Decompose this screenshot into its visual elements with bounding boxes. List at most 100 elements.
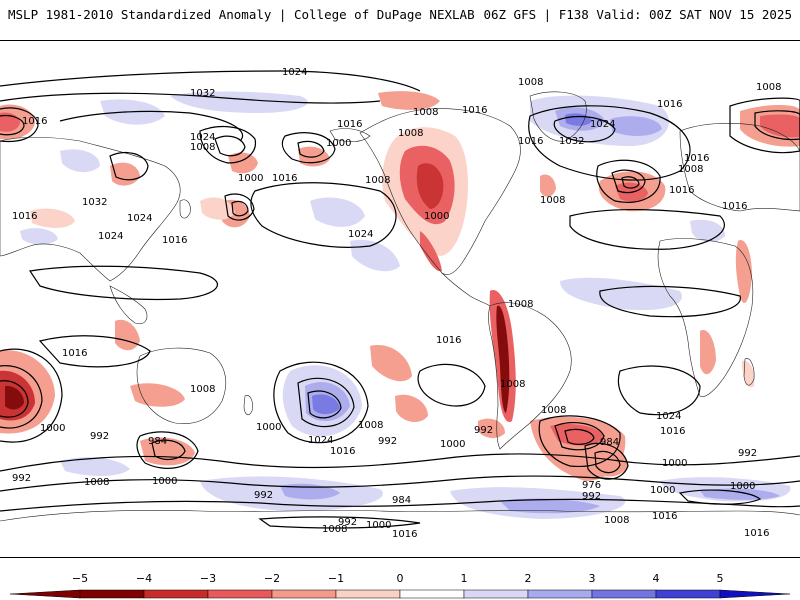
colorbar-swatch <box>399 589 465 599</box>
anomaly-neg-asia-3 <box>30 208 75 228</box>
colorbar-svg <box>9 589 791 599</box>
isobar-label: 1024 <box>590 119 615 130</box>
isobar-label: 1016 <box>669 185 694 196</box>
anomaly-neg-sw-indian-inner <box>5 385 24 410</box>
isobar <box>0 453 800 472</box>
colorbar-swatch <box>591 589 657 599</box>
isobar-label: 1032 <box>82 197 107 208</box>
colorbar-tick: 0 <box>396 572 404 585</box>
colorbar-swatch <box>79 589 145 599</box>
isobar <box>250 182 397 248</box>
colorbar-tick: 3 <box>588 572 596 585</box>
isobar <box>136 431 199 469</box>
isobar <box>0 498 800 512</box>
anomaly-pos-s-pacific-high-inner <box>312 394 340 415</box>
isobar <box>151 439 186 461</box>
isobar <box>109 152 149 181</box>
isobar <box>0 92 381 104</box>
isobar-label: 1008 <box>413 107 438 118</box>
isobar-label: 992 <box>90 431 109 442</box>
isobar <box>754 110 800 141</box>
coast-asia <box>0 136 181 282</box>
isobar-label: 992 <box>474 425 493 436</box>
isobar <box>0 348 63 443</box>
coast-alaska <box>329 128 371 142</box>
isobar-label: 1008 <box>358 420 383 431</box>
anomaly-neg-npac-1 <box>228 152 258 174</box>
coast-japan <box>179 199 191 219</box>
anomaly-shading <box>0 91 800 519</box>
isobar-label: 1008 <box>398 128 423 139</box>
isobar <box>28 265 219 301</box>
colorbar-swatch <box>207 589 273 599</box>
anomaly-pos-antarctic-6 <box>700 488 780 500</box>
colorbar-tick: −3 <box>199 572 217 585</box>
isobar-label: 1008 <box>540 195 565 206</box>
anomaly-neg-npac-3 <box>378 91 440 110</box>
isobar-label: 1016 <box>660 426 685 437</box>
isobar <box>0 107 39 143</box>
isobar-label: 1000 <box>256 422 281 433</box>
colorbar-tick: 5 <box>716 572 724 585</box>
isobar <box>596 159 661 203</box>
anomaly-neg-california <box>420 231 442 272</box>
header: MSLP 1981-2010 Standardized Anomaly | Co… <box>0 0 800 30</box>
isobar <box>599 285 741 318</box>
isobar <box>0 380 29 418</box>
isobar <box>224 193 255 221</box>
isobar-label: 1000 <box>326 138 351 149</box>
isobar <box>297 377 355 428</box>
isobar <box>214 135 246 157</box>
isobar-label: 1008 <box>678 164 703 175</box>
anomaly-neg-s-indian-3 <box>130 383 185 407</box>
colorbar-swatch <box>335 589 401 599</box>
isobar <box>231 200 249 217</box>
isobar-label: 1008 <box>756 82 781 93</box>
isobar-label: 1008 <box>604 515 629 526</box>
isobar-label: 1032 <box>559 136 584 147</box>
isobar-label: 1008 <box>500 379 525 390</box>
isobar-label: 1000 <box>650 485 675 496</box>
colorbar-tick: −2 <box>263 572 281 585</box>
isobar-label: 1000 <box>730 481 755 492</box>
anomaly-neg-s-atlantic-core <box>550 424 605 446</box>
anomaly-neg-s-pacific <box>370 345 412 382</box>
isobar-label: 1000 <box>424 211 449 222</box>
isobar <box>569 208 725 250</box>
isobar-label: 1024 <box>348 229 373 240</box>
colorbar-tick: −5 <box>71 572 89 585</box>
isobar-label: 1016 <box>12 211 37 222</box>
isobar <box>678 489 762 505</box>
anomaly-neg-arctic-right-core <box>760 114 800 138</box>
isobar <box>564 428 595 445</box>
isobar-label: 1008 <box>322 524 347 535</box>
isobar-label: 1016 <box>657 99 682 110</box>
isobar <box>528 105 691 181</box>
isobar <box>38 335 151 368</box>
isobar-label: 1008 <box>84 477 109 488</box>
isobar <box>258 516 421 529</box>
isobar <box>538 415 621 468</box>
coastlines <box>0 91 800 522</box>
anomaly-neg-asia-1 <box>110 162 140 186</box>
anomaly-pos-indian-ocean <box>60 457 130 476</box>
coast-africa <box>657 238 754 397</box>
isobar-label: 1008 <box>190 142 215 153</box>
isobar-label: 992 <box>254 490 273 501</box>
anomaly-pos-n-pacific-2 <box>350 239 400 272</box>
isobar <box>0 70 421 92</box>
anomaly-pos-asia-west <box>60 149 100 173</box>
isobar-label: 1016 <box>436 335 461 346</box>
colorbar: −5 −4 −3 −2 −1 0 1 2 3 4 5 <box>0 570 800 600</box>
isobar <box>554 422 605 451</box>
anomaly-pos-antarctic-4 <box>500 498 600 514</box>
isobar-label: 1000 <box>152 476 177 487</box>
colorbar-tick: 1 <box>460 572 468 585</box>
coast-australia <box>136 347 226 424</box>
isobar <box>273 361 369 444</box>
isobar-label: 1000 <box>238 173 263 184</box>
anomaly-neg-south-africa <box>700 330 716 375</box>
anomaly-pos-antarctic-2 <box>280 483 340 500</box>
isobar <box>199 125 256 164</box>
isobar-label: 1024 <box>127 213 152 224</box>
